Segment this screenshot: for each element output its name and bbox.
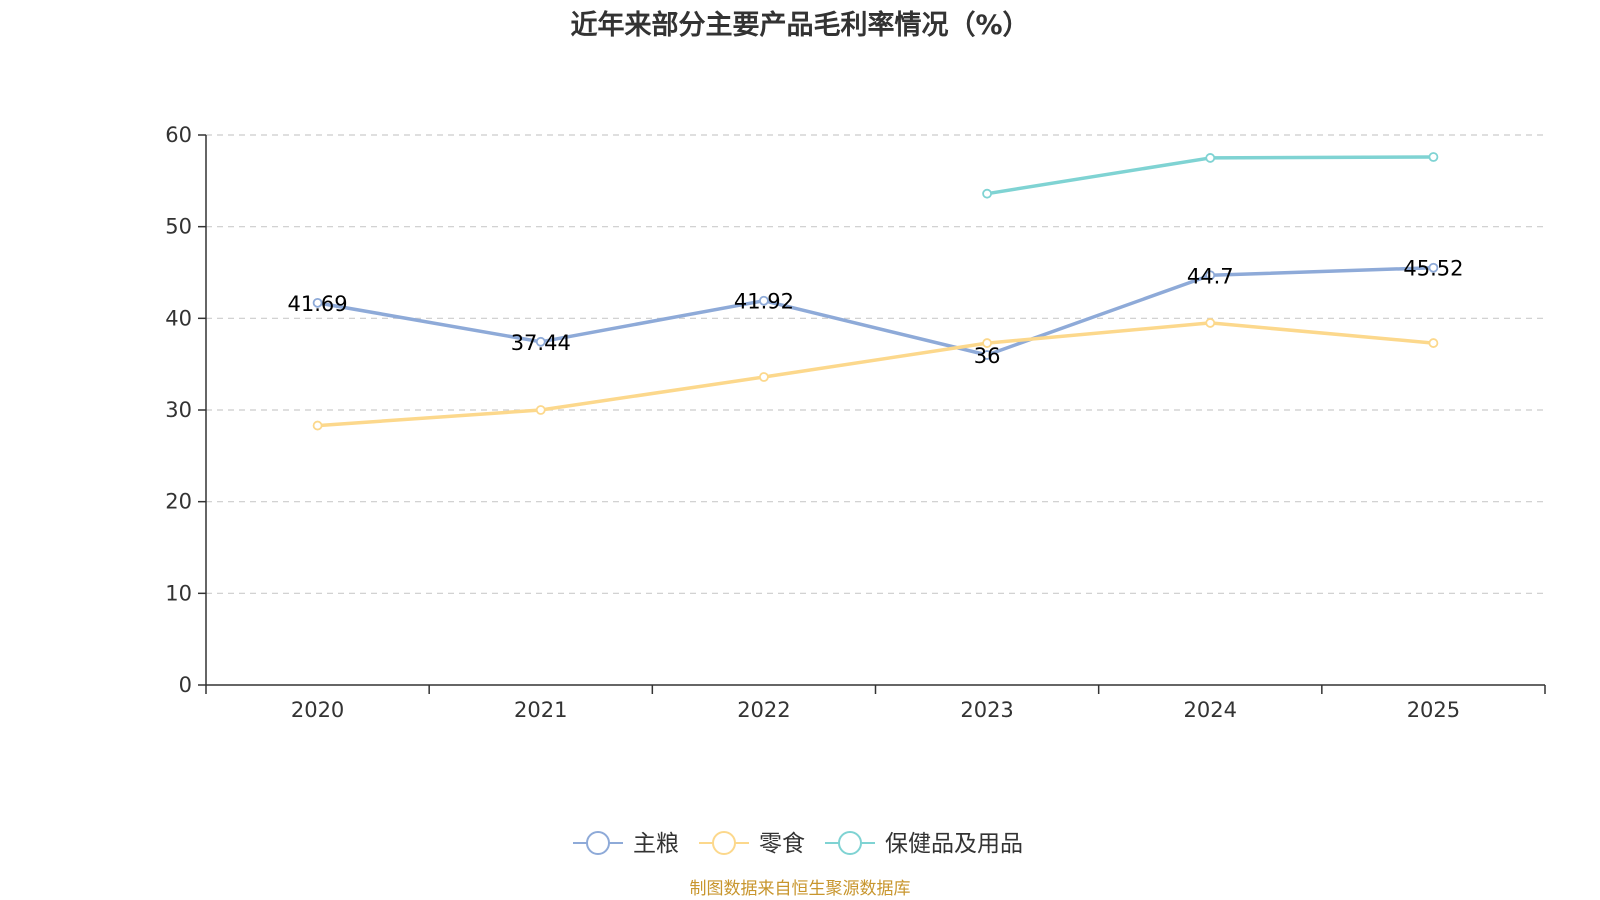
point-1-2023[interactable] [982,338,992,348]
point-0-2022[interactable] [759,295,769,306]
legend-marker-1 [712,831,736,855]
point-1-2022[interactable] [759,372,769,382]
point-0-2021[interactable] [535,336,546,347]
legend-label-0: 主粮 [633,831,679,857]
point-2-2023[interactable] [982,188,992,199]
source-note: 制图数据来自恒生聚源数据库 [690,879,911,899]
x-tick-label-2024: 2024 [1184,698,1237,722]
y-tick-label: 50 [165,215,192,239]
data-label: 37.44 [511,331,571,355]
point-0-2023[interactable] [982,350,992,360]
series-2 [982,152,1439,199]
series-line-1 [317,321,1434,428]
series-1 [312,318,1439,431]
x-tick-label-2023: 2023 [960,698,1013,722]
legend-marker-0 [586,831,610,855]
x-tick-label-2020: 2020 [291,698,344,722]
x-tick-label-2025: 2025 [1407,698,1460,722]
point-1-2024[interactable] [1205,318,1216,328]
legend-item-2[interactable]: 保健品及用品 [825,831,1023,857]
series-group [312,152,1439,431]
legend-item-0[interactable]: 主粮 [573,831,679,857]
point-0-2025[interactable] [1428,262,1439,273]
y-tick-label: 30 [165,398,192,422]
legend-label-1: 零食 [759,831,805,857]
point-1-2021[interactable] [535,405,546,415]
point-1-2025[interactable] [1428,338,1439,348]
y-tick-label: 0 [179,673,192,697]
point-0-2020[interactable] [312,297,323,308]
data-label: 45.52 [1403,257,1463,281]
y-tick-label: 10 [165,581,192,605]
data-label: 44.7 [1187,264,1234,288]
axes: 0 10 20 30 40 50 60 2020 2021 2022 2023 2024 2025 [165,123,1546,722]
legend-item-1[interactable]: 零食 [699,831,805,857]
data-label: 41.69 [288,292,348,316]
point-0-2024[interactable] [1205,270,1216,281]
x-tick-label-2022: 2022 [737,698,790,722]
grid-lines [206,134,1545,594]
legend-marker-2 [838,831,862,855]
data-label: 41.92 [734,290,794,314]
point-1-2020[interactable] [312,420,323,431]
x-tick-label-2021: 2021 [514,698,567,722]
y-tick-label: 60 [165,123,192,147]
series-0 [312,262,1439,360]
point-2-2024[interactable] [1205,153,1216,163]
series-line-0 [317,265,1434,357]
chart-title: 近年来部分主要产品毛利率情况（%） [570,9,1029,41]
data-label: 36 [974,344,1001,368]
y-tick-label: 40 [165,306,192,330]
data-labels: 41.69 37.44 41.92 36 44.7 45.52 [288,257,1464,368]
point-2-2025[interactable] [1428,152,1439,162]
y-tick-label: 20 [165,490,192,514]
legend-label-2: 保健品及用品 [885,831,1023,857]
legend[interactable]: 主粮 零食 保健品及用品 [573,831,1023,857]
